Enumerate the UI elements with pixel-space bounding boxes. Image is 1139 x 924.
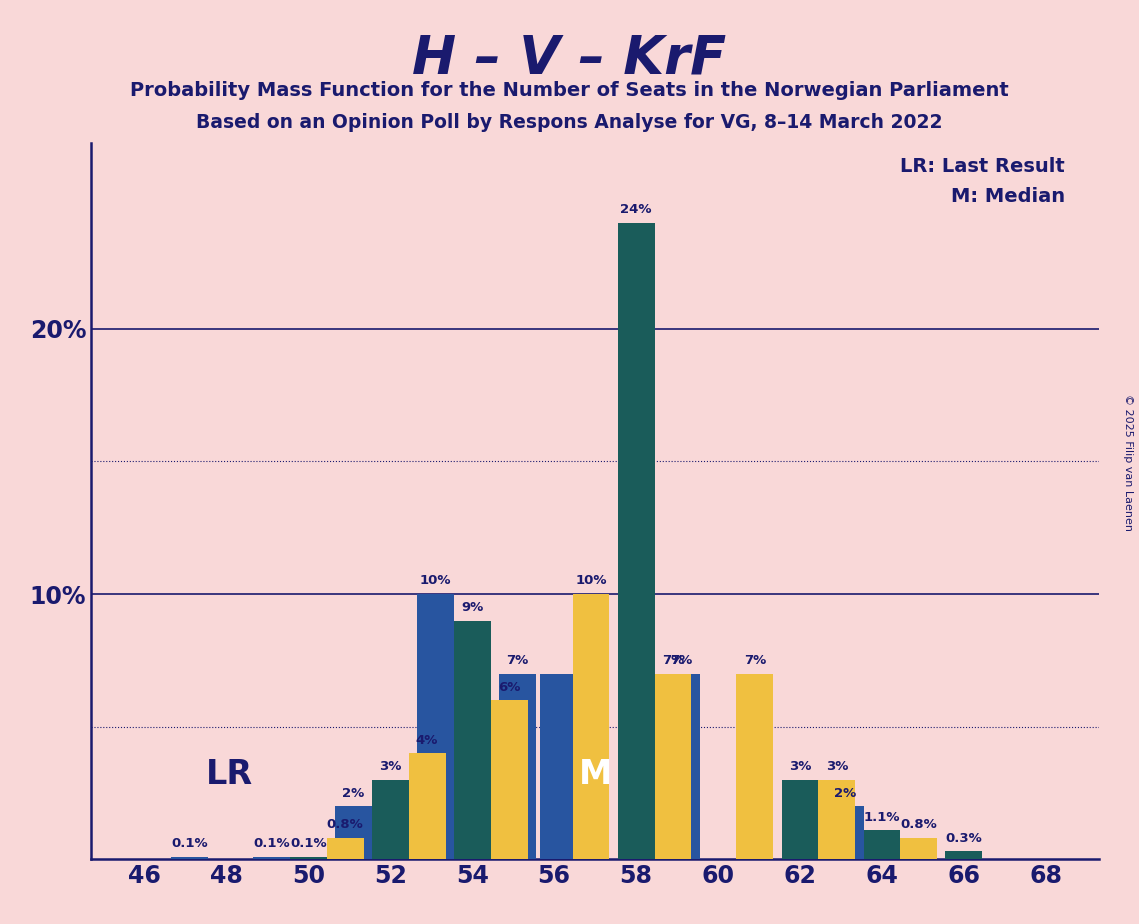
Text: H – V – KrF: H – V – KrF [412,32,727,84]
Text: 2%: 2% [834,786,857,799]
Text: M: Median: M: Median [951,187,1065,206]
Text: 9%: 9% [461,601,483,614]
Bar [863,830,901,859]
Text: 3%: 3% [789,760,811,773]
Bar [540,674,576,859]
Text: Probability Mass Function for the Number of Seats in the Norwegian Parliament: Probability Mass Function for the Number… [130,81,1009,101]
Bar [655,674,691,859]
Bar [371,780,409,859]
Text: 0.1%: 0.1% [171,837,207,850]
Text: 7%: 7% [662,654,685,667]
Text: 24%: 24% [621,203,652,216]
Text: 0.1%: 0.1% [253,837,289,850]
Bar [617,223,655,859]
Bar [737,674,773,859]
Text: 4%: 4% [416,734,439,747]
Bar [417,594,453,859]
Text: 0.1%: 0.1% [290,837,327,850]
Text: © 2025 Filip van Laenen: © 2025 Filip van Laenen [1123,394,1132,530]
Bar [335,807,371,859]
Text: LR: LR [206,758,253,791]
Bar [827,807,863,859]
Bar [945,851,982,859]
Bar [491,700,527,859]
Text: 0.8%: 0.8% [327,819,363,832]
Text: Based on an Opinion Poll by Respons Analyse for VG, 8–14 March 2022: Based on an Opinion Poll by Respons Anal… [196,113,943,132]
Bar [901,838,937,859]
Text: 1.1%: 1.1% [863,810,900,823]
Text: 7%: 7% [744,654,767,667]
Text: 6%: 6% [498,681,521,694]
Text: M: M [579,758,612,791]
Text: 7%: 7% [670,654,693,667]
Bar [409,753,445,859]
Text: 10%: 10% [419,575,451,588]
Bar [453,621,491,859]
Text: 0.3%: 0.3% [945,832,982,845]
Bar [573,594,609,859]
Text: LR: Last Result: LR: Last Result [900,157,1065,176]
Bar [819,780,855,859]
Bar [289,857,327,859]
Bar [663,674,699,859]
Text: 3%: 3% [379,760,401,773]
Text: 0.8%: 0.8% [901,819,937,832]
Text: 10%: 10% [575,575,607,588]
Bar [499,674,535,859]
Bar [171,857,208,859]
Bar [781,780,819,859]
Text: 3%: 3% [826,760,849,773]
Text: 2%: 2% [342,786,364,799]
Text: 7%: 7% [506,654,528,667]
Bar [327,838,363,859]
Bar [253,857,289,859]
